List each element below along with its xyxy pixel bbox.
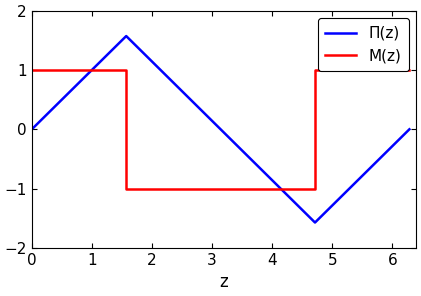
Π(z) [312,221,317,224]
Π(z) [124,34,129,38]
Legend: Π(z), M(z): Π(z), M(z) [318,18,409,71]
M(z) [407,68,412,72]
M(z) [312,187,317,190]
M(z) [312,68,317,72]
M(z) [124,68,129,72]
M(z) [124,187,129,190]
X-axis label: z: z [220,274,229,292]
Π(z) [29,128,35,131]
Line: Π(z): Π(z) [32,36,409,223]
M(z) [29,68,35,72]
Π(z) [407,128,412,131]
Line: M(z): M(z) [32,70,409,189]
